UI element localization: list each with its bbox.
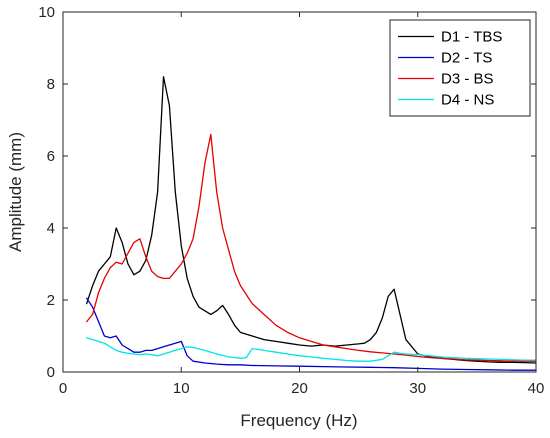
y-tick-label: 8 bbox=[47, 76, 55, 93]
y-tick-label: 10 bbox=[38, 4, 55, 21]
x-tick-label: 40 bbox=[528, 380, 545, 397]
x-axis-title: Frequency (Hz) bbox=[240, 411, 357, 430]
y-tick-label: 2 bbox=[47, 292, 55, 309]
series-line-d3 bbox=[86, 133, 537, 362]
series-line-d2 bbox=[86, 297, 537, 371]
legend-label-d3: D3 - BS bbox=[441, 71, 494, 88]
legend-label-d1: D1 - TBS bbox=[441, 29, 502, 46]
y-axis-title: Amplitude (mm) bbox=[6, 132, 25, 252]
y-tick-label: 6 bbox=[47, 148, 55, 165]
series-line-d4 bbox=[86, 337, 537, 362]
x-tick-label: 30 bbox=[409, 380, 426, 397]
y-tick-label: 4 bbox=[47, 220, 55, 237]
x-tick-label: 0 bbox=[59, 380, 67, 397]
series-layer bbox=[86, 76, 537, 371]
x-tick-label: 20 bbox=[291, 380, 308, 397]
legend: D1 - TBS D2 - TS D3 - BS D4 - NS bbox=[389, 19, 531, 117]
y-tick-label: 0 bbox=[47, 364, 55, 381]
axis-layer: 0 10 20 30 40 0 2 4 6 8 10 bbox=[38, 4, 544, 397]
series-line-d1 bbox=[86, 76, 537, 364]
legend-label-d2: D2 - TS bbox=[441, 50, 492, 67]
x-tick-label: 10 bbox=[173, 380, 190, 397]
legend-label-d4: D4 - NS bbox=[441, 92, 494, 109]
